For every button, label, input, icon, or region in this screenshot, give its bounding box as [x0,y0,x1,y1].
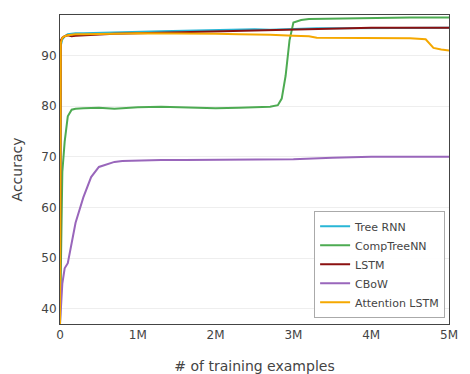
svg-text:90: 90 [41,49,56,63]
svg-text:3M: 3M [284,328,302,342]
svg-text:2M: 2M [207,328,225,342]
svg-text:# of training examples: # of training examples [174,358,334,374]
svg-text:Accuracy: Accuracy [9,138,25,202]
svg-text:4M: 4M [362,328,380,342]
svg-text:40: 40 [41,302,56,316]
svg-text:LSTM: LSTM [355,259,384,272]
svg-text:1M: 1M [129,328,147,342]
svg-text:50: 50 [41,251,56,265]
svg-text:CBoW: CBoW [355,278,388,291]
svg-text:80: 80 [41,99,56,113]
svg-text:0: 0 [56,328,64,342]
svg-text:60: 60 [41,201,56,215]
svg-text:CompTreeNN: CompTreeNN [355,240,426,253]
svg-text:5M: 5M [440,328,458,342]
svg-text:70: 70 [41,150,56,164]
svg-text:Tree RNN: Tree RNN [354,221,406,234]
svg-text:Attention LSTM: Attention LSTM [355,297,439,310]
